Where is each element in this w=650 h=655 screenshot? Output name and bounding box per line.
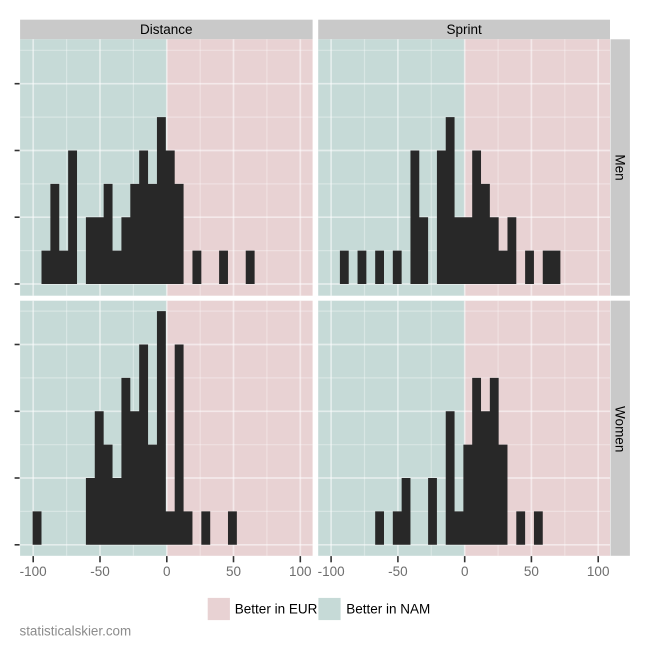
svg-text:Better in EUR: Better in EUR [235, 601, 318, 616]
svg-text:100: 100 [587, 564, 610, 579]
svg-text:0: 0 [163, 564, 171, 579]
svg-text:Distance: Distance [140, 22, 193, 37]
svg-text:statisticalskier.com: statisticalskier.com [20, 624, 132, 639]
svg-text:50: 50 [524, 564, 539, 579]
svg-text:-50: -50 [90, 564, 110, 579]
svg-text:Men: Men [613, 154, 628, 180]
svg-text:Women: Women [613, 406, 628, 452]
svg-text:Sprint: Sprint [446, 22, 482, 37]
svg-text:100: 100 [289, 564, 312, 579]
svg-text:-100: -100 [20, 564, 47, 579]
svg-text:0: 0 [461, 564, 469, 579]
svg-text:-100: -100 [318, 564, 345, 579]
svg-text:-50: -50 [388, 564, 408, 579]
svg-text:50: 50 [226, 564, 241, 579]
svg-text:Better in NAM: Better in NAM [346, 601, 430, 616]
